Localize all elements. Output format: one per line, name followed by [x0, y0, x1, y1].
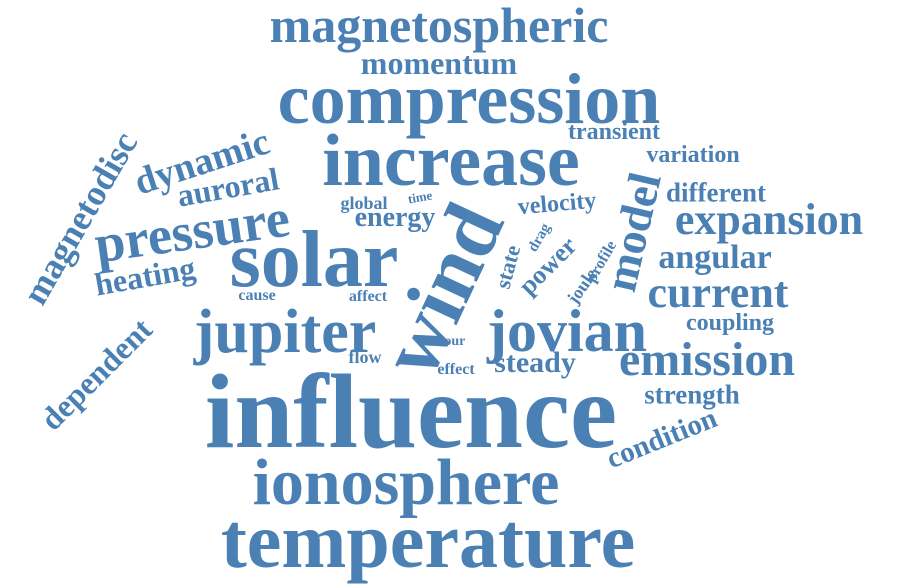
word-affect: affect — [348, 288, 388, 305]
word-current: current — [647, 268, 789, 317]
word-ionosphere: ionosphere — [252, 446, 560, 519]
word-coupling: coupling — [685, 310, 775, 336]
word-flow: flow — [348, 347, 382, 367]
word-temperature: temperature — [220, 497, 636, 584]
word-effect: effect — [437, 361, 475, 378]
word-magnetospheric: magnetospheric — [269, 0, 609, 53]
word-transient: transient — [568, 119, 660, 145]
word-strength: strength — [644, 379, 740, 410]
word-cause: cause — [238, 287, 276, 304]
word-jovian: jovian — [486, 298, 648, 364]
word-variation: variation — [646, 142, 740, 168]
word-emission: emission — [618, 333, 796, 386]
word-influence: influence — [204, 353, 618, 470]
word-global: global — [340, 193, 388, 213]
word-increase: increase — [322, 120, 580, 202]
word-dependent: dependent — [32, 310, 160, 438]
word-angular: angular — [658, 239, 772, 276]
word-steady: steady — [494, 346, 576, 379]
word-compression: compression — [277, 59, 661, 139]
word-condition: condition — [602, 401, 722, 476]
word-momentum: momentum — [360, 45, 518, 81]
word-different: different — [666, 177, 766, 208]
word-hour: hour — [436, 334, 466, 349]
word-solar: solar — [229, 216, 399, 304]
word-jupiter: jupiter — [193, 298, 377, 366]
word-energy: energy — [354, 202, 436, 233]
word-velocity: velocity — [516, 187, 598, 221]
word-expansion: expansion — [674, 195, 864, 244]
